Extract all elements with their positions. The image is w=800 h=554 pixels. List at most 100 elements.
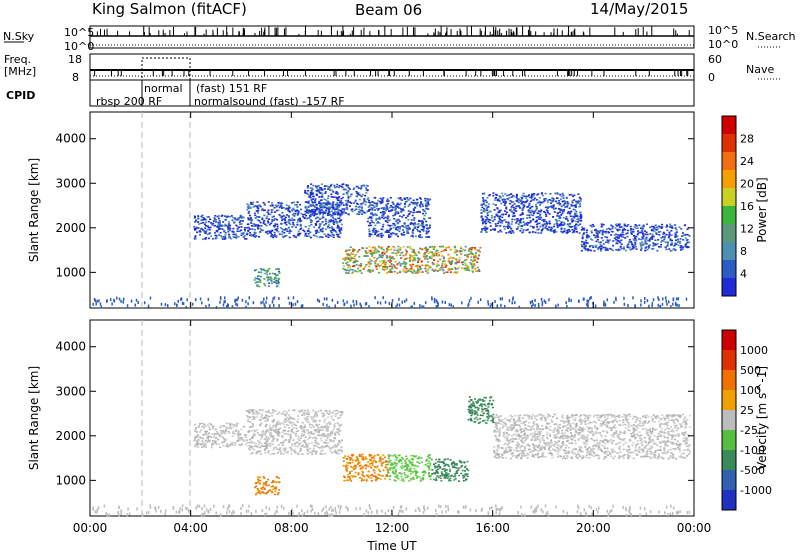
scatter-cell	[655, 243, 658, 246]
scatter-cell	[346, 272, 349, 274]
scatter-cell	[590, 249, 593, 252]
scatter-cell	[311, 442, 314, 444]
scatter-cell	[315, 414, 318, 416]
ground-scatter-cell	[448, 303, 451, 307]
scatter-cell	[343, 210, 346, 212]
scatter-cell	[321, 209, 324, 212]
scatter-cell	[386, 208, 389, 210]
ground-scatter-cell	[627, 303, 629, 307]
scatter-cell	[462, 261, 465, 263]
scatter-cell	[489, 194, 492, 196]
scatter-cell	[576, 231, 579, 233]
scatter-cell	[250, 234, 253, 237]
scatter-cell	[549, 192, 552, 195]
scatter-cell	[610, 234, 613, 236]
scatter-cell	[471, 264, 474, 266]
scatter-cell	[332, 212, 335, 215]
scatter-cell	[294, 452, 297, 454]
scatter-cell	[644, 233, 647, 236]
scatter-cell	[265, 416, 268, 419]
scatter-cell	[412, 223, 415, 225]
scatter-cell	[463, 259, 466, 262]
scatter-cell	[323, 426, 326, 429]
scatter-cell	[367, 262, 370, 265]
scatter-cell	[250, 224, 253, 227]
scatter-cell	[425, 230, 428, 233]
scatter-cell	[553, 223, 556, 226]
scatter-cell	[282, 448, 285, 451]
scatter-cell	[464, 245, 467, 248]
scatter-cell	[296, 224, 299, 226]
scatter-cell	[503, 228, 506, 230]
scatter-cell	[471, 271, 474, 273]
scatter-cell	[521, 208, 524, 210]
scatter-cell	[515, 193, 518, 196]
scatter-cell	[279, 215, 282, 217]
scatter-cell	[305, 235, 308, 237]
scatter-cell	[482, 203, 485, 205]
scatter-cell	[297, 234, 300, 237]
scatter-cell	[489, 221, 492, 224]
scatter-cell	[247, 218, 250, 221]
scatter-cell	[264, 269, 267, 272]
scatter-cell	[360, 185, 363, 187]
scatter-cell	[368, 270, 371, 273]
scatter-cell	[377, 208, 380, 210]
scatter-cell	[408, 227, 411, 230]
scatter-cell	[339, 430, 342, 432]
scatter-cell	[496, 224, 499, 227]
scatter-cell	[315, 431, 318, 433]
scatter-cell	[372, 231, 375, 233]
scatter-cell	[272, 411, 275, 414]
scatter-cell	[377, 234, 380, 236]
scatter-cell	[368, 235, 371, 237]
scatter-cell	[312, 195, 315, 198]
ground-scatter-cell	[223, 300, 225, 304]
scatter-cell	[206, 216, 209, 218]
scatter-cell	[529, 225, 532, 228]
scatter-cell	[574, 220, 577, 223]
scatter-cell	[349, 462, 352, 465]
scatter-cell	[363, 198, 366, 200]
ytick-label: 4000	[55, 132, 86, 146]
scatter-cell	[310, 236, 313, 239]
scatter-cell	[237, 434, 240, 437]
scatter-cell	[330, 225, 333, 228]
scatter-cell	[447, 257, 450, 260]
scatter-cell	[420, 220, 423, 223]
scatter-cell	[509, 202, 512, 205]
scatter-cell	[334, 432, 337, 434]
scatter-cell	[519, 219, 522, 222]
scatter-cell	[345, 258, 348, 260]
scatter-cell	[374, 248, 377, 250]
scatter-cell	[246, 205, 249, 208]
scatter-cell	[394, 266, 397, 269]
scatter-cell	[370, 217, 373, 220]
scatter-cell	[373, 252, 376, 254]
scatter-cell	[416, 201, 419, 204]
scatter-cell	[347, 195, 350, 198]
scatter-cell	[270, 280, 273, 282]
scatter-cell	[272, 440, 275, 442]
scatter-cell	[335, 191, 338, 193]
scatter-cell	[466, 265, 469, 268]
ground-scatter-cell	[603, 303, 605, 307]
scatter-cell	[456, 250, 459, 252]
scatter-cell	[373, 472, 376, 474]
scatter-cell	[314, 413, 317, 415]
scatter-cell	[426, 272, 429, 274]
scatter-cell	[584, 245, 587, 247]
scatter-cell	[375, 461, 378, 464]
scatter-cell	[520, 213, 523, 216]
scatter-cell	[641, 236, 644, 238]
scatter-cell	[320, 445, 323, 448]
scatter-cell	[350, 252, 353, 254]
scatter-cell	[263, 269, 266, 272]
scatter-cell	[296, 214, 299, 217]
scatter-cell	[317, 427, 320, 429]
scatter-cell	[284, 415, 287, 417]
scatter-cell	[406, 232, 409, 234]
scatter-cell	[365, 201, 368, 203]
scatter-cell	[257, 271, 260, 274]
scatter-cell	[484, 222, 487, 225]
